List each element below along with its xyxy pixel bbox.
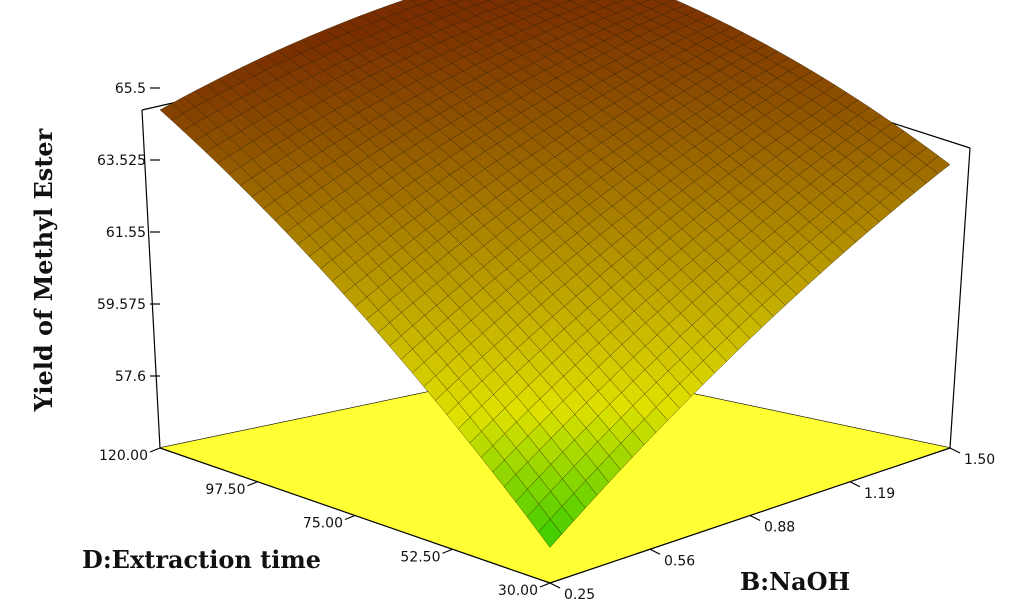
y-tick-mark [949, 447, 961, 454]
z-axis-title: Yield of Methyl Ester [29, 128, 58, 412]
y-tick-mark [749, 514, 761, 522]
back-right-vertical-edge [949, 147, 971, 449]
z-tick-label: 57.6 [115, 369, 146, 385]
y-tick-label: 0.56 [664, 553, 695, 569]
x-tick-label: 52.50 [400, 549, 440, 565]
y-tick-mark [849, 481, 861, 488]
x-tick-mark [442, 548, 453, 554]
x-axis-title: D:Extraction time [82, 545, 321, 574]
y-tick-label: 1.50 [964, 452, 995, 468]
y-tick-mark [649, 548, 661, 555]
x-tick-label: 120.00 [99, 448, 148, 464]
back-left-vertical-edge [141, 109, 161, 449]
z-tick-label: 65.5 [115, 81, 146, 97]
y-tick-label: 1.19 [864, 486, 895, 502]
y-tick-mark [549, 582, 561, 589]
surface-cell [506, 0, 520, 3]
x-tick-label: 30.00 [498, 583, 538, 599]
z-tick-label: 63.525 [97, 153, 146, 169]
x-tick-labels: 30.00 52.50 75.00 97.50 120.00 [99, 448, 538, 599]
z-tick-labels: 57.6 59.575 61.55 63.525 65.5 [97, 81, 146, 385]
x-tick-label: 75.00 [303, 516, 343, 532]
y-axis-title: B:NaOH [740, 567, 850, 596]
z-tick-label: 59.575 [97, 297, 146, 313]
x-tick-label: 97.50 [205, 482, 245, 498]
x-tick-mark [539, 582, 551, 588]
surface-cell [538, 518, 563, 548]
surface-cell [609, 0, 625, 4]
axis-ticks [149, 87, 961, 589]
x-tick-mark [247, 481, 258, 487]
z-tick-label: 61.55 [106, 225, 146, 241]
y-tick-labels: 0.25 0.56 0.88 1.19 1.50 [564, 452, 995, 601]
response-surface [159, 0, 951, 548]
x-tick-mark [149, 447, 161, 453]
surface-cell [588, 0, 600, 3]
y-tick-label: 0.25 [564, 587, 595, 601]
x-tick-mark [344, 514, 356, 521]
y-tick-label: 0.88 [764, 520, 795, 536]
